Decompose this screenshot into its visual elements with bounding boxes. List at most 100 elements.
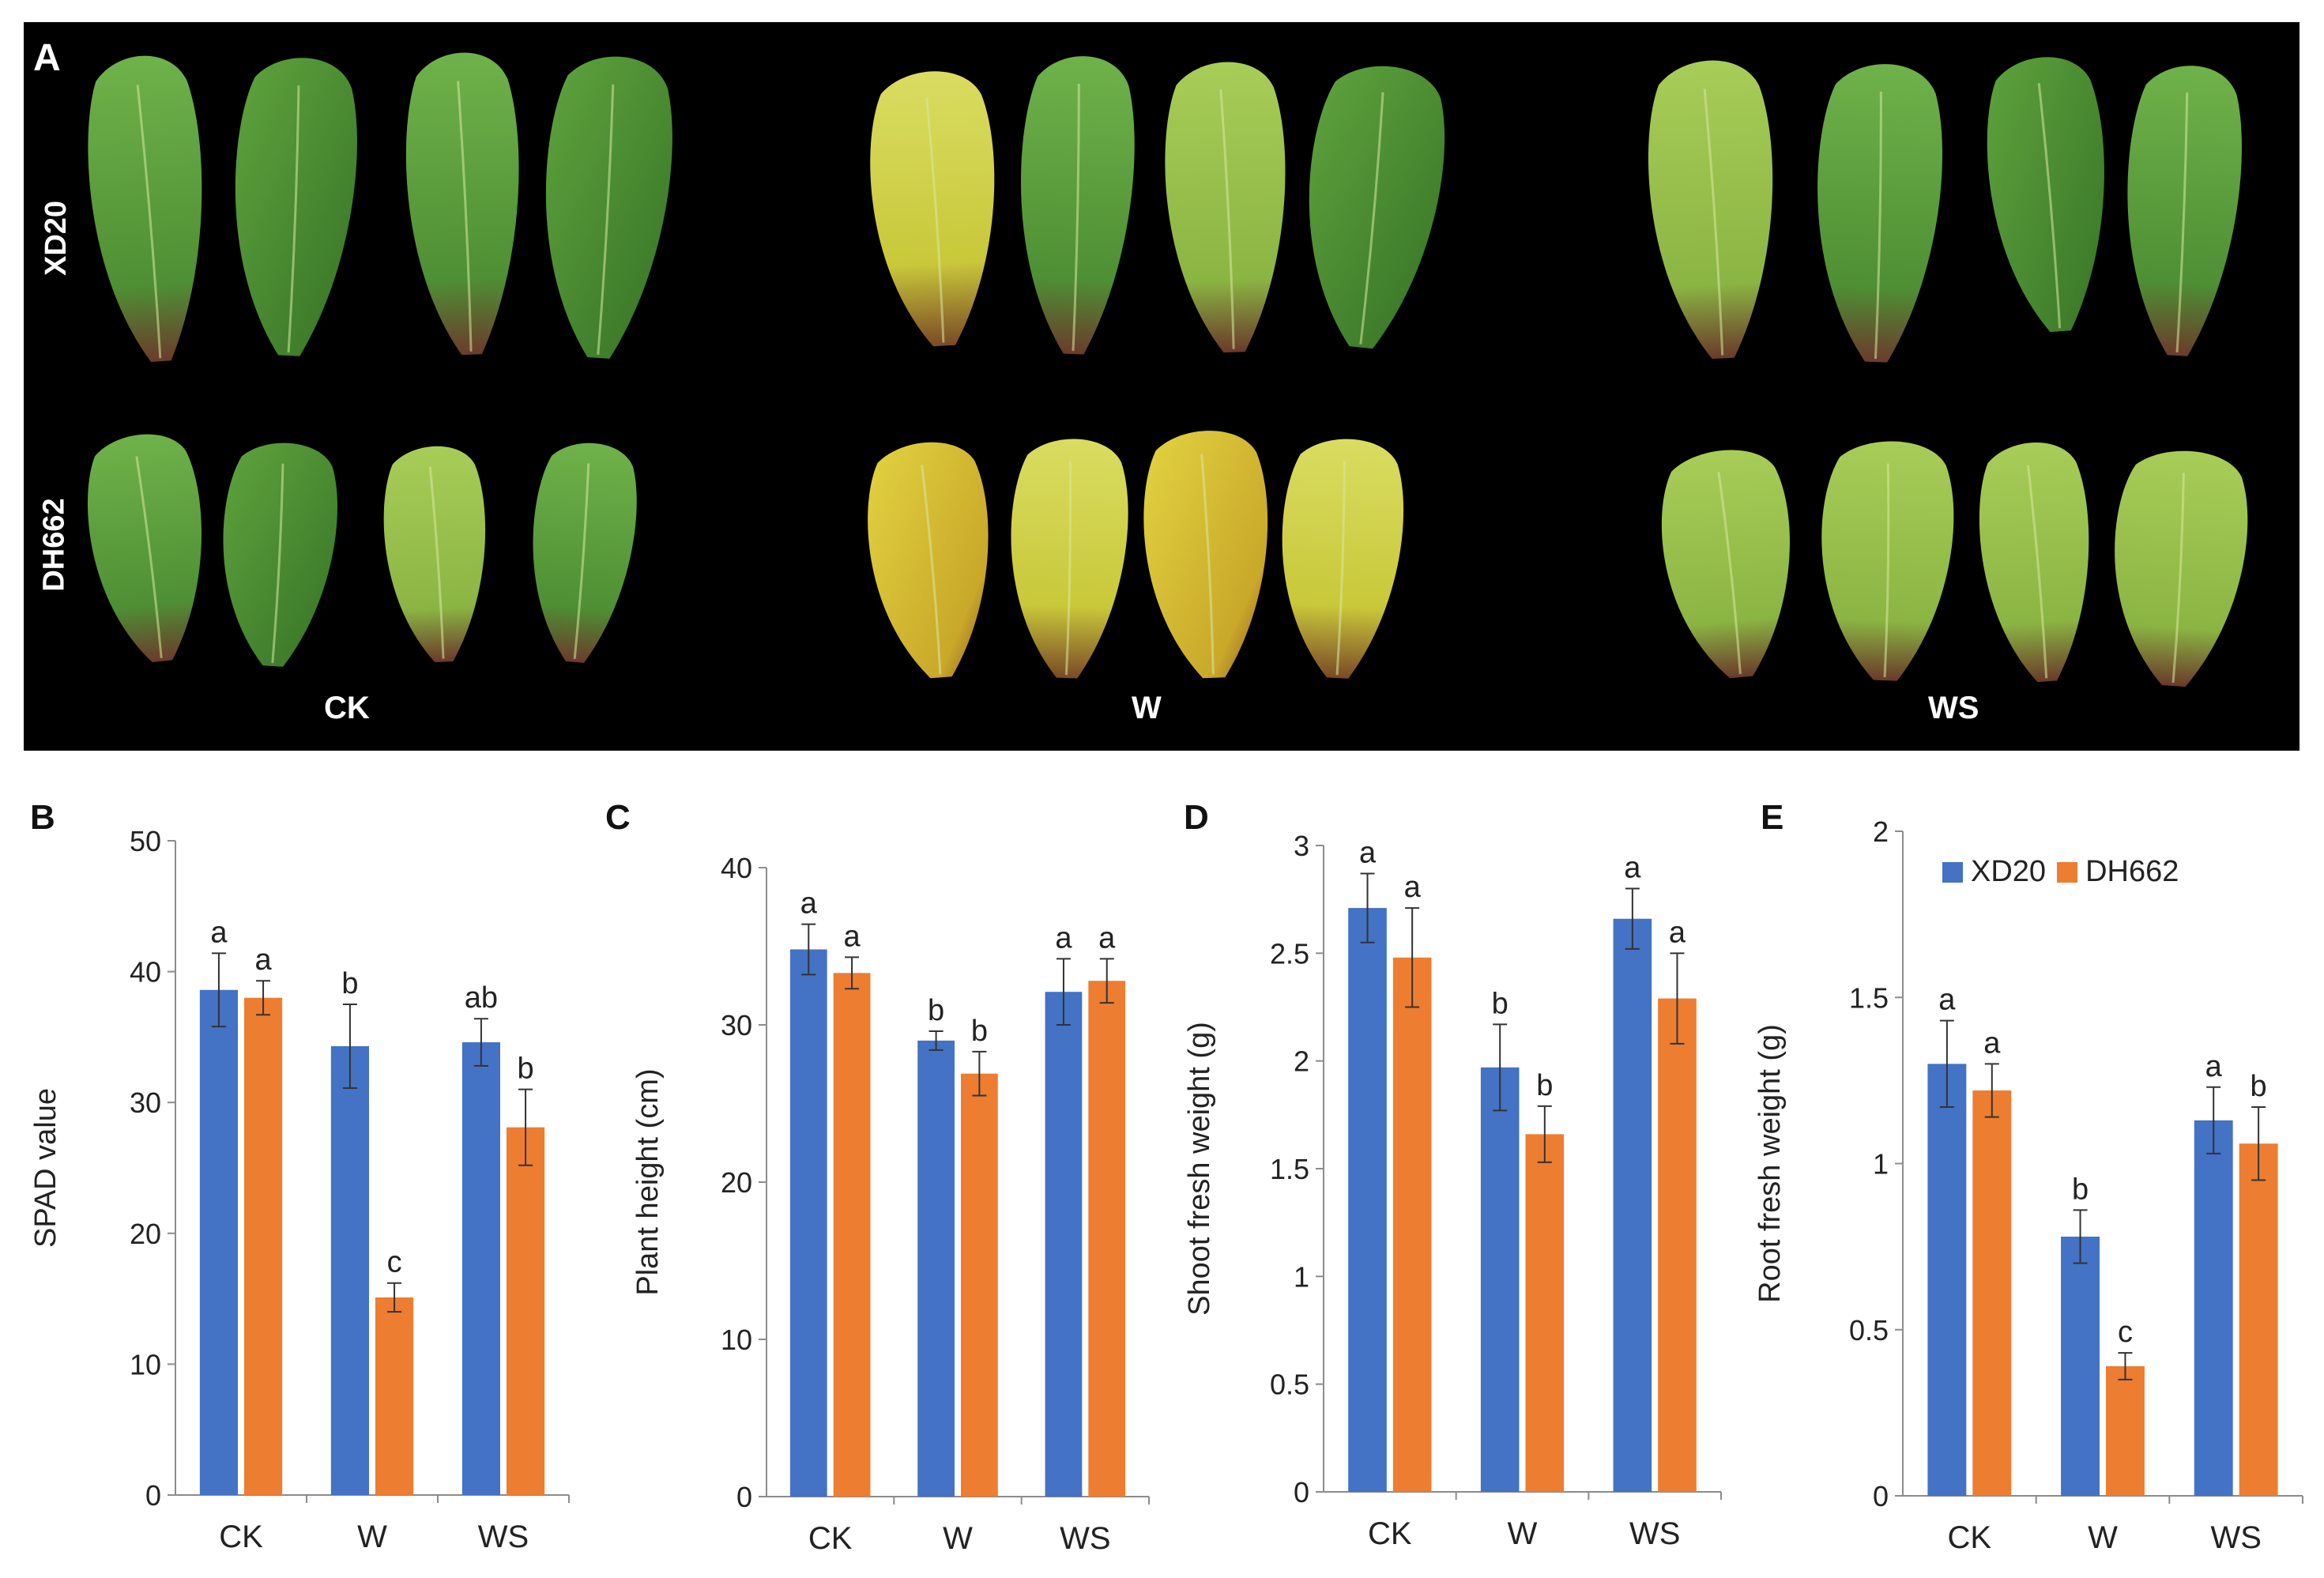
bar-xd20-w xyxy=(330,1045,369,1495)
x-tick-label: CK xyxy=(808,1521,853,1556)
bar-dh662-ck xyxy=(833,973,871,1497)
error-bar xyxy=(928,1030,944,1051)
legend-swatch-dh662 xyxy=(2057,861,2078,883)
significance-letter: b xyxy=(517,1053,533,1086)
col-label-ck: CK xyxy=(324,691,370,725)
bar-xd20-ws xyxy=(1045,992,1083,1497)
significance-letter: b xyxy=(1536,1069,1553,1102)
significance-letter: a xyxy=(1098,921,1116,955)
y-tick-label: 40 xyxy=(721,852,752,884)
leaf-xd20-4 xyxy=(545,56,672,359)
x-tick-label: CK xyxy=(1948,1520,1992,1555)
leaf-photo-panel: A XD20 DH662 CK W WS xyxy=(24,22,2300,751)
y-tick-label: 10 xyxy=(130,1348,161,1380)
leaf-xd20-2 xyxy=(235,58,357,356)
y-tick-label: 0 xyxy=(1873,1480,1889,1512)
significance-letter: c xyxy=(2118,1316,2133,1349)
y-tick-label: 0.5 xyxy=(1270,1369,1309,1401)
legend-swatch-xd20 xyxy=(1942,861,1963,883)
error-bar xyxy=(1984,1063,1999,1118)
error-bar xyxy=(256,980,271,1016)
y-tick-label: 1 xyxy=(1294,1260,1309,1293)
error-bar xyxy=(1099,958,1114,1004)
y-tick-label: 2 xyxy=(1873,815,1889,848)
y-axis-title: Shoot fresh weight (g) xyxy=(1183,1022,1216,1316)
bar-dh662-w xyxy=(1525,1134,1565,1492)
y-tick-label: 50 xyxy=(130,825,161,857)
y-tick-label: 2 xyxy=(1294,1045,1309,1078)
y-tick-label: 20 xyxy=(130,1218,161,1250)
error-bar xyxy=(1670,952,1685,1045)
significance-letter: a xyxy=(1404,871,1422,904)
leaf-xd20-8 xyxy=(1309,66,1445,349)
significance-letter: a xyxy=(800,887,818,921)
x-tick-label: W xyxy=(2088,1520,2118,1555)
significance-letter: a xyxy=(843,920,861,953)
chart-spad: 0 10 20 30 40 50 SPAD value CK aa Wb c WS ab b xyxy=(29,825,570,1554)
y-tick-label: 20 xyxy=(721,1166,752,1199)
error-bar xyxy=(518,1088,533,1166)
y-tick-label: 1.5 xyxy=(1270,1153,1309,1185)
leaf-xd20-11 xyxy=(1987,57,2104,333)
significance-letter: c xyxy=(387,1246,402,1279)
error-bar xyxy=(387,1282,402,1313)
error-bar xyxy=(1493,1023,1508,1112)
x-tick-label: WS xyxy=(1060,1521,1110,1556)
error-bar xyxy=(2251,1106,2266,1181)
bar-dh662-ws xyxy=(2239,1143,2278,1496)
significance-letter: b xyxy=(2072,1173,2089,1206)
error-bar xyxy=(1360,872,1375,943)
y-tick-label: 1.5 xyxy=(1849,981,1889,1014)
panel-a-letter: A xyxy=(33,37,61,79)
bar-xd20-w xyxy=(917,1040,955,1497)
significance-letter: a xyxy=(1624,852,1641,885)
legend-label-dh662: DH662 xyxy=(2085,855,2179,888)
significance-letter: a xyxy=(1055,921,1072,955)
significance-letter: a xyxy=(2205,1050,2223,1083)
significance-letter: b xyxy=(341,967,358,1000)
bar-xd20-ws xyxy=(1613,918,1652,1492)
x-tick-label: CK xyxy=(219,1520,263,1554)
bar-dh662-ck xyxy=(1972,1090,2012,1496)
y-tick-label: 0 xyxy=(736,1481,752,1513)
bar-dh662-ck xyxy=(244,997,283,1495)
y-tick-label: 0 xyxy=(1294,1476,1309,1508)
leaf-dh662-9 xyxy=(1661,450,1790,679)
panel-e-letter: E xyxy=(1761,798,1784,837)
error-bar xyxy=(342,1004,357,1089)
error-bar xyxy=(1056,958,1071,1026)
leaf-xd20-6 xyxy=(1020,56,1135,355)
bar-xd20-w xyxy=(2061,1237,2100,1496)
y-axis-title: SPAD value xyxy=(29,1088,62,1248)
leaf-dh662-7 xyxy=(1143,431,1268,679)
leaf-dh662-3 xyxy=(383,446,486,663)
bar-xd20-ws xyxy=(461,1042,500,1495)
significance-letter: b xyxy=(971,1015,988,1048)
y-tick-label: 40 xyxy=(130,956,161,989)
leaf-dh662-4 xyxy=(533,443,637,663)
y-axis-title: Root fresh weight (g) xyxy=(1753,1024,1787,1303)
error-bar xyxy=(972,1050,987,1097)
bar-xd20-ws xyxy=(2194,1120,2233,1496)
error-bar xyxy=(2073,1209,2088,1264)
y-tick-label: 10 xyxy=(721,1324,752,1356)
leaf-xd20-1 xyxy=(88,55,202,363)
error-bar xyxy=(1537,1105,1552,1163)
significance-letter: a xyxy=(1359,836,1377,869)
legend-item-xd20: XD20 xyxy=(1942,855,2046,889)
leaf-xd20-10 xyxy=(1817,64,1942,363)
significance-letter: b xyxy=(1492,987,1509,1020)
y-tick-label: 30 xyxy=(130,1087,161,1119)
bar-dh662-ck xyxy=(1392,957,1432,1492)
x-tick-label: CK xyxy=(1368,1516,1412,1551)
bar-dh662-ws xyxy=(1088,981,1126,1497)
bar-xd20-w xyxy=(1480,1067,1520,1492)
leaf-xd20-5 xyxy=(870,71,995,347)
panel-b-letter: B xyxy=(30,798,55,837)
leaf-dh662-8 xyxy=(1282,439,1404,679)
x-tick-label: W xyxy=(943,1521,973,1556)
bar-xd20-ck xyxy=(789,949,827,1497)
error-bar xyxy=(1405,907,1420,1008)
